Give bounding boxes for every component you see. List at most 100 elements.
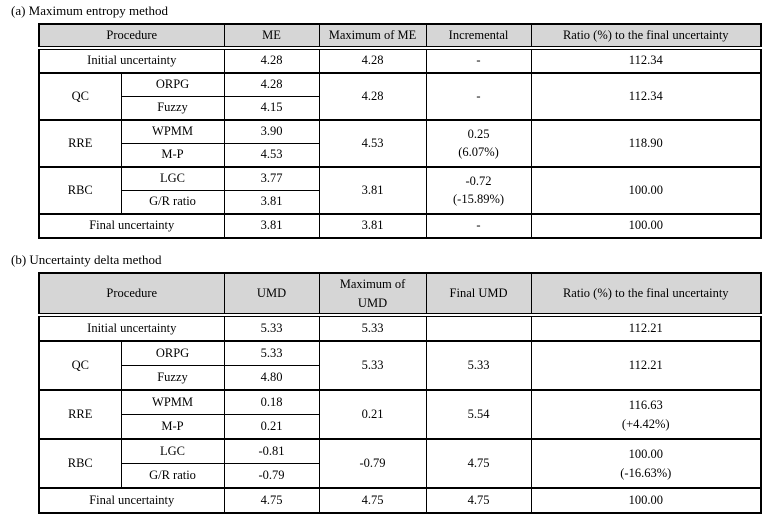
subprocedure-cell: Fuzzy: [120, 95, 225, 121]
column-header: Procedure: [38, 23, 225, 50]
table-row: RRE WPMM 0.18 0.21 5.54 116.63 (+4.42%): [38, 389, 762, 440]
value-cell: 0.21: [223, 414, 320, 440]
subprocedure-cell: ORPG: [120, 71, 225, 97]
value-cell: 0.21: [318, 389, 427, 440]
value-cell: 3.77: [223, 165, 320, 191]
table-row: RRE WPMM 3.90 4.53 0.25 (6.07%) 118.90: [38, 118, 762, 168]
value-cell: 4.28: [318, 71, 427, 121]
table-row: Initial uncertainty 4.28 4.28-112.34: [38, 47, 762, 74]
table-row: Final uncertainty 4.75 4.75 4.75 100.00: [38, 487, 762, 514]
table-row: Fuzzy 4.80: [39, 365, 761, 391]
procedure-cell: Initial uncertainty: [38, 314, 225, 342]
header-row: Procedure UMD Maximum of UMD Final UMD Ratio…: [38, 272, 762, 318]
subprocedure-cell: G/R ratio: [120, 189, 225, 215]
value-cell: [425, 314, 532, 342]
value-cell: 4.53: [318, 118, 427, 168]
subprocedure-cell: Fuzzy: [120, 365, 225, 391]
table-row: QC ORPG 4.28 4.28-112.34: [38, 71, 762, 121]
column-header: Incremental: [425, 23, 532, 50]
subprocedure-cell: ORPG: [120, 340, 225, 367]
column-header: Maximum of ME: [318, 23, 427, 50]
table-row: RBC LGC -0.81 -0.79 4.75 100.00 (-16.63%): [38, 438, 762, 489]
value-cell: 4.75: [223, 487, 320, 514]
value-cell: 3.90: [223, 118, 320, 144]
value-cell: 4.75: [318, 487, 427, 514]
value-cell: 5.33: [223, 340, 320, 367]
table-a-title: (a) Maximum entropy method: [11, 3, 169, 18]
column-header: Maximum of UMD: [318, 272, 427, 318]
table-row: RBC LGC 3.77 3.81 -0.72 (-15.89%) 100.00: [38, 165, 762, 215]
subprocedure-cell: LGC: [120, 165, 225, 191]
value-cell: 100.00: [530, 487, 762, 514]
table-a-header: Procedure ME Maximum of ME Incremental Ratio…: [38, 23, 762, 50]
value-cell: 4.28: [223, 47, 320, 74]
value-cell: 4.15: [223, 95, 320, 121]
value-cell: 112.21: [530, 314, 762, 342]
value-cell: 100.00: [530, 165, 762, 215]
subprocedure-cell: WPMM: [120, 118, 225, 144]
value-cell: 3.81: [318, 212, 427, 239]
table-b-body: Initial uncertainty 5.33 5.33 112.21 QC ORPG 5…: [38, 314, 762, 514]
value-cell: 4.28: [223, 71, 320, 97]
value-cell: -0.81: [223, 438, 320, 465]
procedure-cell: QC: [38, 340, 122, 391]
table-row: G/R ratio 3.81: [39, 189, 761, 215]
table-row: QC ORPG 5.33 5.33 5.33 112.21: [38, 340, 762, 391]
value-cell: -: [425, 47, 532, 74]
column-header: UMD: [223, 272, 320, 318]
value-cell: 3.81: [223, 212, 320, 239]
value-cell: 5.54: [425, 389, 532, 440]
column-header: ME: [223, 23, 320, 50]
procedure-cell: Final uncertainty: [38, 212, 225, 239]
procedure-cell: RBC: [38, 165, 122, 215]
value-cell: 0.25 (6.07%): [425, 118, 532, 168]
value-cell: 4.53: [223, 142, 320, 168]
maximum-entropy-method-table: Procedure ME Maximum of ME Incremental Ratio…: [38, 23, 763, 239]
uncertainty-delta-method-table: Procedure UMD Maximum of UMD Final UMD Ratio…: [38, 271, 763, 514]
procedure-cell: QC: [38, 71, 122, 121]
value-cell: -: [425, 71, 532, 121]
value-cell: 3.81: [318, 165, 427, 215]
subprocedure-cell: LGC: [120, 438, 225, 465]
value-cell: 4.75: [425, 438, 532, 489]
value-cell: 4.80: [223, 365, 320, 391]
table-a-body: Initial uncertainty 4.28 4.28-112.34 QC ORPG…: [38, 47, 762, 239]
value-cell: 112.34: [530, 71, 762, 121]
value-cell: -: [425, 212, 532, 239]
subprocedure-cell: M-P: [120, 142, 225, 168]
subprocedure-cell: WPMM: [120, 389, 225, 416]
table-row: Final uncertainty 3.81 3.81-100.00: [38, 212, 762, 239]
procedure-cell: RRE: [38, 118, 122, 168]
value-cell: 0.18: [223, 389, 320, 416]
table-b-header: Procedure UMD Maximum of UMD Final UMD Ratio…: [38, 272, 762, 318]
column-header: Ratio (%) to the final uncertainty: [530, 272, 762, 318]
value-cell: 118.90: [530, 118, 762, 168]
procedure-cell: RRE: [38, 389, 122, 440]
value-cell: 3.81: [223, 189, 320, 215]
procedure-cell: Final uncertainty: [38, 487, 225, 514]
column-header: Ratio (%) to the final uncertainty: [530, 23, 762, 50]
value-cell: 100.00 (-16.63%): [530, 438, 762, 489]
value-cell: 4.28: [318, 47, 427, 74]
value-cell: -0.72 (-15.89%): [425, 165, 532, 215]
subprocedure-cell: M-P: [120, 414, 225, 440]
value-cell: 5.33: [425, 340, 532, 391]
value-cell: 5.33: [318, 314, 427, 342]
procedure-cell: Initial uncertainty: [38, 47, 225, 74]
column-header: Final UMD: [425, 272, 532, 318]
value-cell: -0.79: [223, 463, 320, 489]
value-cell: 112.21: [530, 340, 762, 391]
value-cell: 5.33: [223, 314, 320, 342]
value-cell: 5.33: [318, 340, 427, 391]
procedure-cell: RBC: [38, 438, 122, 489]
table-b-title: (b) Uncertainty delta method: [11, 251, 162, 267]
table-row: Initial uncertainty 5.33 5.33 112.21: [38, 314, 762, 342]
value-cell: -0.79: [318, 438, 427, 489]
value-cell: 4.75: [425, 487, 532, 514]
value-cell: 116.63 (+4.42%): [530, 389, 762, 440]
header-row: Procedure ME Maximum of ME Incremental Ratio…: [38, 23, 762, 50]
column-header: Procedure: [38, 272, 225, 318]
value-cell: 112.34: [530, 47, 762, 74]
subprocedure-cell: G/R ratio: [120, 463, 225, 489]
